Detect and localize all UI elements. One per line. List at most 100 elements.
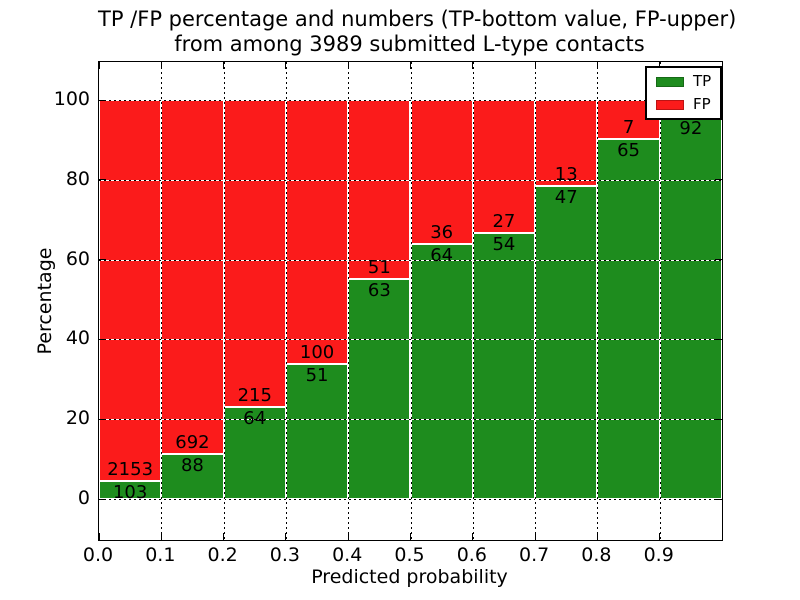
- y-tick-mark: [715, 259, 722, 261]
- bar-segment-tp: [161, 453, 224, 499]
- bar-segment-fp: [285, 100, 349, 365]
- tp-count-label: 47: [554, 187, 578, 209]
- x-tick-mark: [721, 533, 723, 540]
- x-tick-label: 0.1: [145, 544, 176, 566]
- legend-entry: FP: [656, 97, 711, 112]
- y-tick-mark: [715, 418, 722, 420]
- bar-segment-tp: [348, 278, 411, 499]
- x-tick-mark: [160, 533, 162, 540]
- tp-count-label: 54: [492, 233, 516, 255]
- y-tick-label: 80: [65, 167, 90, 190]
- x-tick-mark: [410, 62, 411, 69]
- tp-count-label: 103: [112, 481, 148, 503]
- bar-segment-tp: [535, 186, 598, 499]
- x-tick-mark: [285, 62, 287, 69]
- gridline-vertical: [472, 62, 474, 540]
- tp-count-label: 51: [305, 365, 329, 387]
- x-tick-label: 0.5: [394, 544, 425, 566]
- x-tick-label: 0.7: [518, 544, 550, 566]
- x-tick-label: 0.0: [82, 544, 114, 566]
- x-tick-mark: [596, 62, 598, 69]
- chart-title: TP /FP percentage and numbers (TP-bottom…: [98, 7, 737, 57]
- gridline-vertical: [535, 62, 537, 540]
- x-tick-mark: [534, 533, 536, 540]
- gridline-vertical: [597, 62, 599, 540]
- fp-count-label: 215: [237, 385, 272, 407]
- x-tick-mark: [721, 62, 723, 69]
- gridline-vertical: [410, 62, 412, 540]
- gridline-vertical: [348, 62, 350, 540]
- bar-segment-tp: [410, 243, 473, 499]
- x-axis-label: Predicted probability: [311, 566, 508, 588]
- y-tick-label: 60: [65, 247, 90, 270]
- x-tick-label: 0.8: [581, 544, 612, 566]
- x-tick-mark: [223, 533, 225, 540]
- gridline-vertical: [659, 62, 661, 540]
- legend-swatch-fp: [656, 99, 684, 110]
- bar-segment-tp: [472, 232, 536, 499]
- legend-label: FP: [693, 95, 711, 113]
- legend: TP FP: [645, 66, 723, 120]
- bar-segment-fp: [223, 100, 286, 408]
- fp-count-label: 51: [367, 256, 391, 278]
- y-axis-label: Percentage: [34, 247, 56, 355]
- x-tick-mark: [596, 533, 598, 540]
- chart-title-line1: TP /FP percentage and numbers (TP-bottom…: [98, 7, 737, 31]
- y-tick-label: 20: [65, 407, 90, 430]
- x-tick-label: 0.6: [456, 544, 487, 566]
- bar-segment-tp: [597, 138, 660, 499]
- tp-count-label: 65: [617, 139, 640, 161]
- fp-count-label: 692: [175, 431, 210, 453]
- plot-area: 2153 103 692 88 215 64 100 51 51 63 36 64 27 54 13 47 7 6…: [98, 61, 723, 541]
- legend-entry: TP: [656, 74, 711, 89]
- x-tick-mark: [659, 62, 661, 69]
- y-tick-mark: [715, 498, 722, 500]
- fp-count-label: 27: [492, 210, 516, 232]
- bar-segment-tp: [223, 407, 286, 499]
- x-tick-mark: [659, 533, 661, 540]
- y-tick-label: 0: [77, 487, 90, 509]
- x-tick-mark: [223, 62, 225, 69]
- gridline-vertical: [161, 62, 163, 540]
- fp-count-label: 13: [554, 164, 578, 186]
- legend-swatch-tp: [656, 76, 684, 87]
- fp-count-label: 7: [622, 116, 635, 138]
- y-tick-mark: [99, 498, 106, 500]
- y-tick-mark: [99, 338, 106, 340]
- fp-count-label: 2153: [107, 458, 154, 480]
- tp-count-label: 88: [180, 454, 204, 476]
- bar-segment-fp: [99, 100, 162, 481]
- x-tick-label: 0.9: [643, 544, 674, 566]
- x-tick-mark: [472, 533, 474, 540]
- legend-label: TP: [693, 72, 712, 90]
- x-tick-mark: [410, 533, 411, 540]
- tp-count-label: 92: [679, 117, 703, 139]
- bar-segment-fp: [348, 100, 411, 279]
- y-tick-mark: [99, 418, 106, 420]
- x-tick-mark: [347, 533, 349, 540]
- x-tick-label: 0.3: [269, 544, 300, 566]
- x-tick-mark: [347, 62, 349, 69]
- y-tick-mark: [99, 259, 106, 261]
- x-tick-mark: [98, 62, 100, 69]
- x-tick-mark: [98, 533, 100, 540]
- bar-segment-tp: [285, 364, 349, 499]
- x-tick-mark: [534, 62, 536, 69]
- bar-segment-fp: [161, 100, 224, 454]
- x-tick-label: 0.2: [207, 544, 238, 566]
- x-tick-label: 0.4: [332, 544, 363, 566]
- gridline-vertical: [223, 62, 225, 540]
- y-tick-mark: [99, 179, 106, 181]
- y-tick-mark: [99, 99, 106, 101]
- y-tick-label: 40: [65, 327, 90, 350]
- tp-count-label: 64: [243, 408, 267, 430]
- bar-segment-tp: [99, 480, 162, 499]
- tp-count-label: 64: [430, 244, 454, 266]
- y-tick-mark: [715, 338, 722, 340]
- y-tick-mark: [715, 179, 722, 181]
- x-tick-mark: [160, 62, 162, 69]
- tp-count-label: 63: [367, 279, 391, 301]
- chart-title-line2: from among 3989 submitted L-type contact…: [174, 32, 645, 56]
- y-tick-label: 100: [53, 88, 90, 110]
